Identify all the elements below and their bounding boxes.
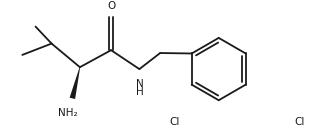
Text: Cl: Cl — [295, 117, 305, 127]
Text: N: N — [136, 79, 143, 89]
Text: NH₂: NH₂ — [58, 108, 78, 118]
Text: Cl: Cl — [169, 117, 180, 127]
Text: O: O — [107, 1, 115, 10]
Text: H: H — [136, 87, 143, 97]
Polygon shape — [69, 67, 80, 99]
